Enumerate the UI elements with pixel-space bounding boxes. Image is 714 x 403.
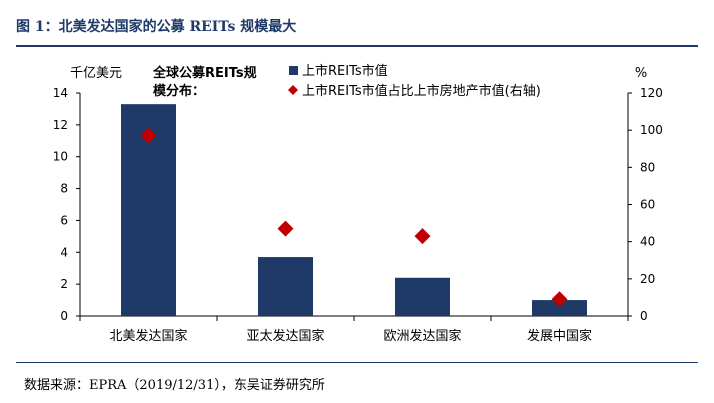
chart-title: 全球公募REITs规 [152,65,257,81]
right-tick-label: 120 [640,86,663,100]
right-tick-label: 60 [640,198,655,212]
left-tick-label: 4 [60,245,68,259]
left-axis-unit: 千亿美元 [70,66,122,81]
legend-swatch-bar [289,66,298,75]
right-tick-label: 80 [640,160,655,174]
figure-title: 图 1：北美发达国家的公募 REITs 规模最大 [16,19,297,35]
right-tick-label: 40 [640,235,655,249]
bar [395,277,450,316]
left-tick-label: 14 [53,86,68,100]
left-tick-label: 2 [60,277,68,291]
right-tick-label: 0 [640,309,648,323]
marker-point [140,127,157,144]
marker-point [414,228,431,245]
right-tick-label: 20 [640,272,655,286]
source-rule [16,362,698,363]
x-tick-label: 欧洲发达国家 [383,328,461,344]
chart-title: 模分布： [153,83,205,99]
source-note: 数据来源：EPRA（2019/12/31），东吴证券研究所 [24,378,325,393]
left-tick-label: 10 [53,150,68,164]
right-axis-unit: % [635,66,647,81]
x-tick-label: 北美发达国家 [109,328,187,344]
x-tick-label: 亚太发达国家 [246,328,324,344]
legend-label-bar: 上市REITs市值 [302,63,388,79]
right-tick-label: 100 [640,123,663,137]
x-tick-label: 发展中国家 [527,328,592,344]
bar [258,257,313,316]
left-tick-label: 0 [60,309,68,323]
left-tick-label: 12 [53,118,68,132]
legend-label-marker: 上市REITs市值占比上市房地产市值(右轴) [302,83,541,99]
legend-swatch-marker [288,85,298,95]
left-tick-label: 6 [60,213,68,227]
bar [532,300,587,316]
marker-point [277,220,294,237]
title-rule [16,45,698,47]
left-tick-label: 8 [60,182,68,196]
marker-point [551,291,568,308]
